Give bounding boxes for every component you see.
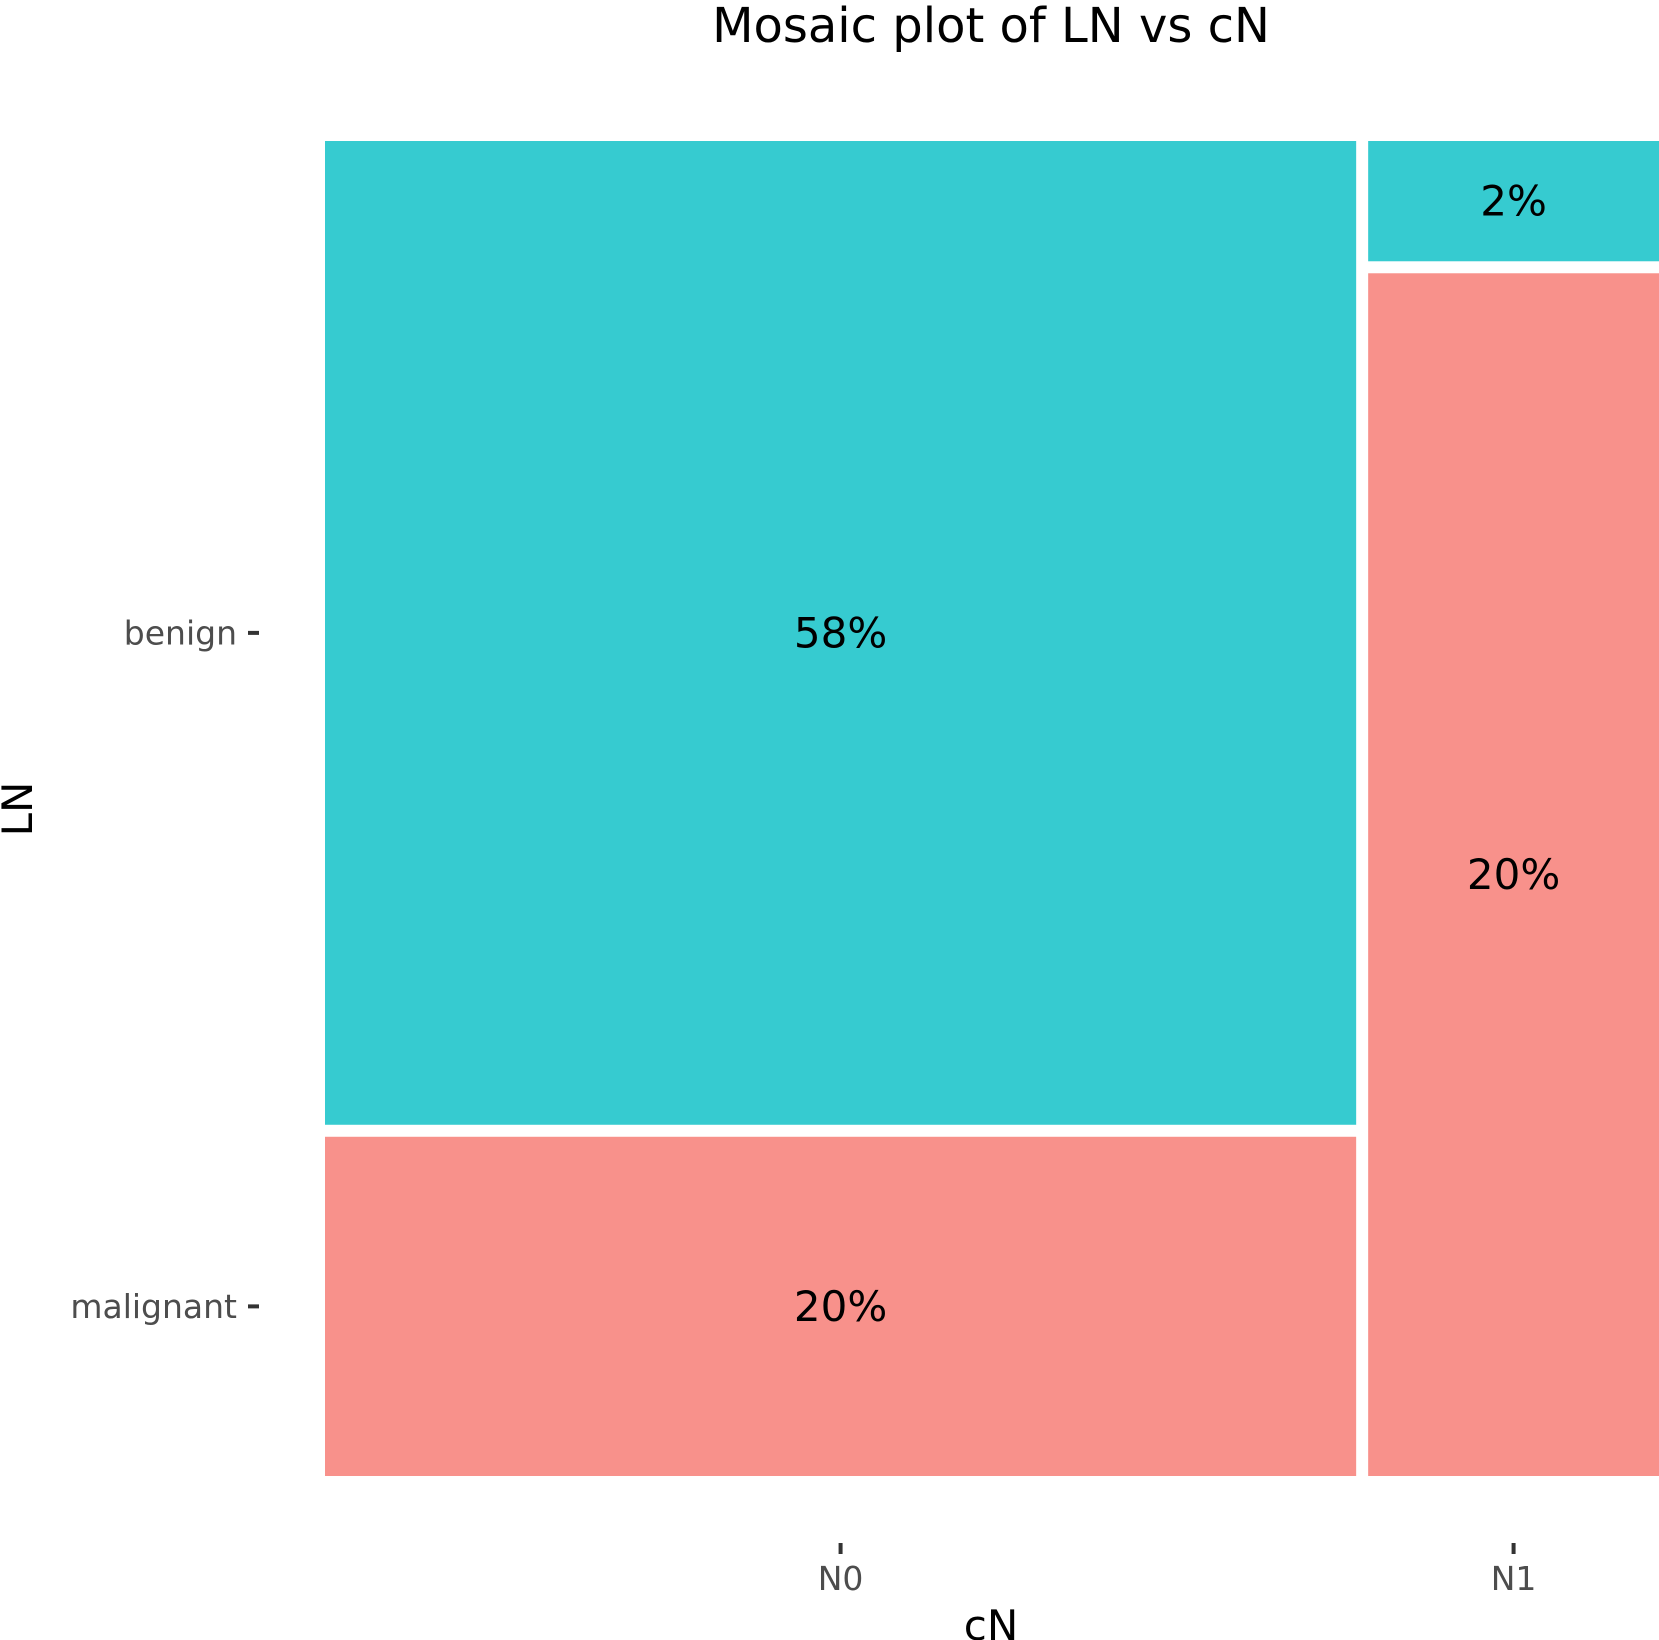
mosaic-cell-n1-malignant: [1368, 273, 1659, 1477]
y-axis: benign malignant: [70, 613, 259, 1326]
mosaic-cell-n0-benign: [325, 141, 1357, 1125]
chart-title: Mosaic plot of LN vs cN: [712, 0, 1270, 54]
mosaic-cell-labels: 58% 20% 2% 20%: [794, 177, 1560, 1331]
cell-label-n0-malignant: 20%: [794, 1282, 887, 1331]
x-tick-label-n0: N0: [818, 1559, 864, 1598]
cell-label-n1-benign: 2%: [1480, 177, 1547, 226]
mosaic-cells: [325, 141, 1659, 1477]
x-axis: N0 N1: [818, 1543, 1537, 1598]
x-tick-label-n1: N1: [1491, 1559, 1537, 1598]
cell-label-n0-benign: 58%: [794, 608, 887, 657]
y-axis-title: LN: [0, 782, 42, 837]
mosaic-cell-n1-benign: [1368, 141, 1659, 262]
mosaic-cell-n0-malignant: [325, 1136, 1357, 1476]
y-tick-label-benign: benign: [124, 613, 237, 652]
cell-label-n1-malignant: 20%: [1467, 850, 1560, 899]
y-tick-label-malignant: malignant: [70, 1287, 237, 1326]
x-axis-title: cN: [964, 1601, 1019, 1640]
